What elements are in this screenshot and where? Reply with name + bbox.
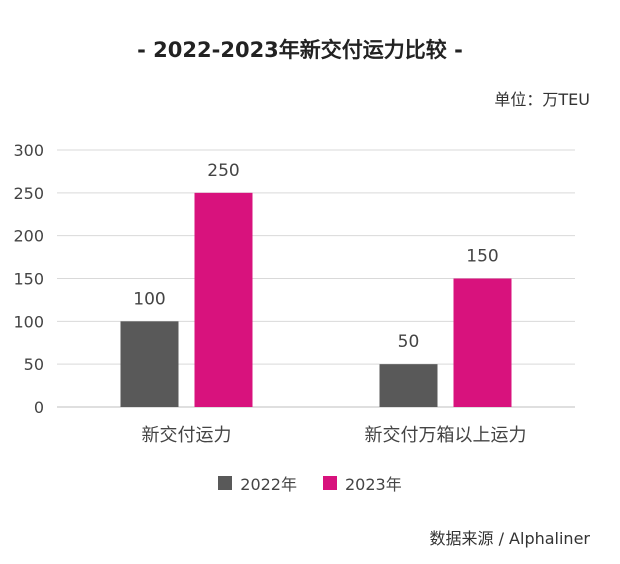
- legend-swatch-2023: [323, 476, 337, 490]
- legend-label-2023: 2023年: [345, 475, 402, 494]
- legend-item-2022: 2022年: [218, 471, 297, 495]
- y-tick-label: 200: [13, 227, 44, 246]
- bar: [453, 278, 512, 407]
- legend-swatch-2022: [218, 476, 233, 490]
- data-label: 250: [207, 161, 239, 181]
- legend-label-2022: 2022年: [240, 475, 297, 494]
- x-category-label: 新交付运力: [142, 425, 232, 446]
- data-label: 100: [133, 289, 165, 309]
- y-tick-label: 0: [34, 398, 44, 417]
- y-tick-label: 250: [13, 184, 44, 203]
- unit-label: 单位：万TEU: [494, 90, 590, 109]
- legend: 2022年 2023年: [0, 471, 620, 495]
- y-tick-label: 300: [13, 141, 44, 160]
- bar: [120, 321, 179, 407]
- chart-title: - 2022-2023年新交付运力比较 -: [137, 38, 463, 62]
- y-tick-label: 100: [13, 312, 44, 331]
- x-category-label: 新交付万箱以上运力: [365, 425, 527, 446]
- data-label: 50: [398, 332, 420, 352]
- bar: [194, 192, 253, 407]
- y-tick-label: 50: [24, 355, 44, 374]
- data-label: 150: [466, 247, 498, 267]
- y-tick-label: 150: [13, 270, 44, 289]
- bar-chart: 0 50 100 150 200 250 300 100 250 新交付运力 50 150 新交付万箱以…: [13, 141, 575, 446]
- legend-item-2023: 2023年: [323, 471, 402, 495]
- source-note: 数据来源 / Alphaliner: [429, 529, 590, 548]
- bar: [379, 364, 438, 407]
